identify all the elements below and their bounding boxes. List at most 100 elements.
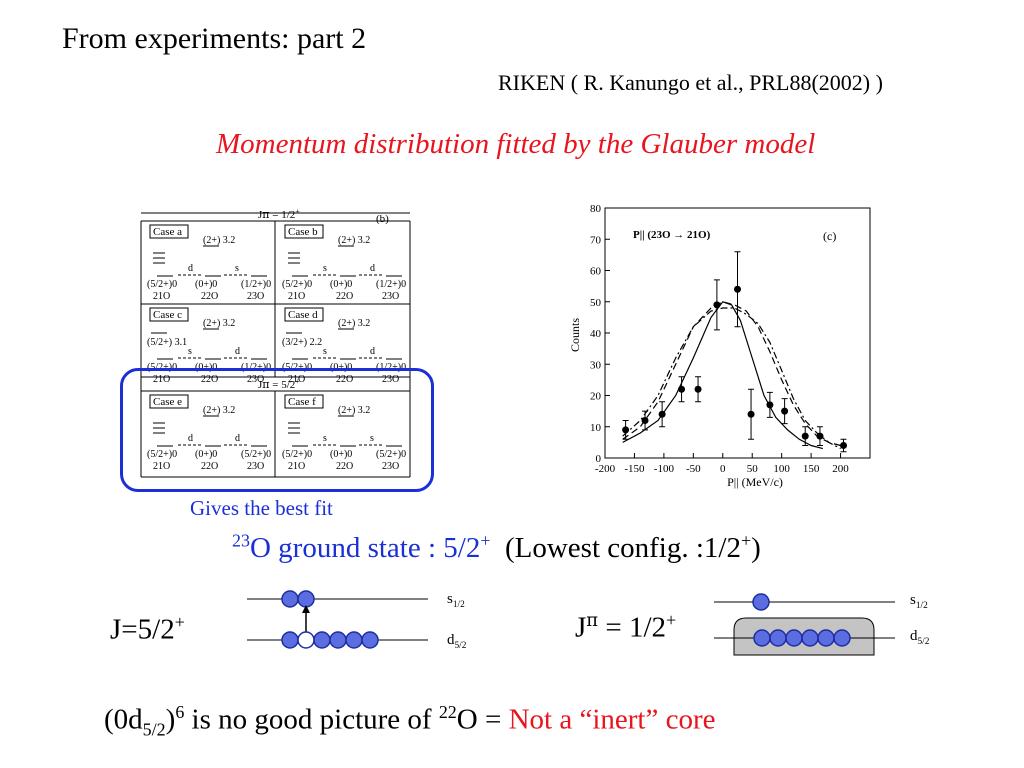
data-point — [622, 426, 630, 434]
left-level-scheme — [247, 590, 428, 649]
case-cell: Case c (2+) 3.2 (5/2+) 3.1s d (5/2+)0 (0+)0 (1… — [147, 307, 271, 385]
data-point — [694, 385, 702, 393]
d-orbital-ball — [313, 631, 331, 649]
data-point — [816, 432, 824, 440]
conclusion-text: (0d5/2)6 is no good picture of 22O = Not… — [104, 702, 716, 740]
ground-level-label: (0+)0 — [330, 362, 352, 373]
x-tick-label: 50 — [747, 463, 759, 475]
nucleus-label: 22O — [201, 374, 218, 385]
x-tick-label: 0 — [720, 463, 726, 475]
case-cell: Case a (2+) 3.2 d s (5/2+)0 (0+)0 (1/2+)0 21O 22… — [147, 224, 271, 302]
y-axis-label: Counts — [568, 318, 582, 352]
case-name: Case a — [153, 226, 182, 238]
y-tick-label: 0 — [596, 453, 602, 465]
fit-curve-solid — [622, 301, 824, 450]
x-tick-label: -150 — [624, 463, 645, 475]
nucleus-label: 22O — [336, 291, 353, 302]
fit-curve-dashdot — [622, 307, 841, 450]
header-top: Jπ = 1/2+ — [258, 207, 300, 221]
transition-label: d — [235, 433, 240, 444]
x-tick-label: 100 — [773, 463, 790, 475]
transition-label: s — [188, 346, 192, 357]
ground-level-label: (0+)0 — [195, 279, 217, 290]
best-fit-highlight — [120, 368, 434, 492]
transition-label: d — [188, 263, 193, 274]
d-orbital-ball — [769, 629, 787, 647]
panel-label-c: (c) — [823, 229, 836, 243]
header-bottom: Jπ = 5/2+ — [258, 377, 300, 391]
transition-label: s — [323, 433, 327, 444]
nucleus-label: 21O — [153, 374, 170, 385]
ground-level-label: (5/2+)0 — [376, 449, 406, 460]
ground-level-label: (5/2+)0 — [282, 279, 312, 290]
excited-level-label: (2+) 3.2 — [203, 235, 235, 246]
data-point — [658, 410, 666, 418]
subtitle: Momentum distribution fitted by the Glau… — [216, 128, 816, 160]
excited-level-label: (2+) 3.2 — [203, 318, 235, 329]
left-scheme-label: J=5/2+ — [110, 612, 185, 646]
s-orbital-ball — [752, 593, 770, 611]
ground-level-label: (5/2+)0 — [147, 449, 177, 460]
nucleus-label: 23O — [382, 291, 399, 302]
y-tick-label: 70 — [590, 234, 602, 246]
y-tick-label: 80 — [590, 203, 602, 215]
ground-level-label: (1/2+)0 — [376, 279, 406, 290]
ground-level-label: (5/2+)0 — [147, 279, 177, 290]
reference-text: RIKEN ( R. Kanungo et al., PRL88(2002) ) — [498, 70, 883, 95]
d-orbital-ball — [801, 629, 819, 647]
case-cell: Case b (2+) 3.2 s d (5/2+)0 (0+)0 (1/2+)0 21O 22… — [282, 224, 406, 302]
x-tick-label: 200 — [832, 463, 849, 475]
data-point — [781, 407, 789, 415]
fit-curve-dashed — [622, 301, 841, 447]
data-point — [641, 417, 649, 424]
data-point — [678, 385, 686, 393]
right-level-scheme — [714, 593, 895, 656]
ground-level-label: (5/2+)0 — [282, 362, 312, 373]
nucleus-label: 23O — [247, 374, 264, 385]
panel-label-b: (b) — [376, 213, 389, 225]
d-orbital-ball — [329, 631, 347, 649]
x-tick-label: 150 — [803, 463, 820, 475]
ground-level-label: (1/2+)0 — [241, 279, 271, 290]
right-scheme-label: Jπ = 1/2+ — [575, 610, 677, 644]
data-point — [713, 301, 721, 309]
transition-label: s — [323, 263, 327, 274]
nucleus-label: 23O — [382, 374, 399, 385]
d-orbital-ball — [361, 631, 379, 649]
extra-level-label: (3/2+) 2.2 — [282, 337, 322, 348]
case-cell: Case d (2+) 3.2 (3/2+) 2.2s d (5/2+)0 (0+)0 (1… — [282, 307, 406, 385]
transition-label: s — [370, 433, 374, 444]
left-lower-level-label: d5/2 — [447, 632, 467, 651]
data-point — [840, 442, 847, 449]
transition-label: s — [235, 263, 239, 274]
x-axis-label: P|| (MeV/c) — [727, 475, 783, 489]
transition-label: d — [188, 433, 193, 444]
ground-level-label: (0+)0 — [330, 449, 352, 460]
excited-level-label: (2+) 3.2 — [338, 405, 370, 416]
s-orbital-ball — [281, 590, 299, 608]
y-tick-label: 10 — [590, 422, 602, 434]
nucleus-label: 23O — [247, 461, 264, 472]
nucleus-label: 23O — [247, 291, 264, 302]
d-orbital-ball — [345, 631, 363, 649]
excited-level-label: (2+) 3.2 — [338, 318, 370, 329]
d-orbital-ball — [281, 631, 299, 649]
nucleus-label: 23O — [382, 461, 399, 472]
ground-level-label: (0+)0 — [195, 449, 217, 460]
s-orbital-ball — [297, 590, 315, 608]
case-name: Case c — [153, 309, 182, 321]
d-orbital-ball — [753, 629, 771, 647]
left-upper-level-label: s1/2 — [447, 591, 465, 610]
right-lower-level-label: d5/2 — [910, 628, 930, 647]
data-point — [766, 401, 774, 409]
nucleus-label: 21O — [153, 291, 170, 302]
ground-level-label: (0+)0 — [195, 362, 217, 373]
y-tick-label: 30 — [590, 359, 602, 371]
nucleus-label: 22O — [336, 461, 353, 472]
data-point — [734, 285, 741, 293]
data-point — [747, 410, 755, 418]
d-orbital-ball — [785, 629, 803, 647]
case-name: Case f — [288, 396, 316, 408]
nucleus-label: 22O — [201, 461, 218, 472]
